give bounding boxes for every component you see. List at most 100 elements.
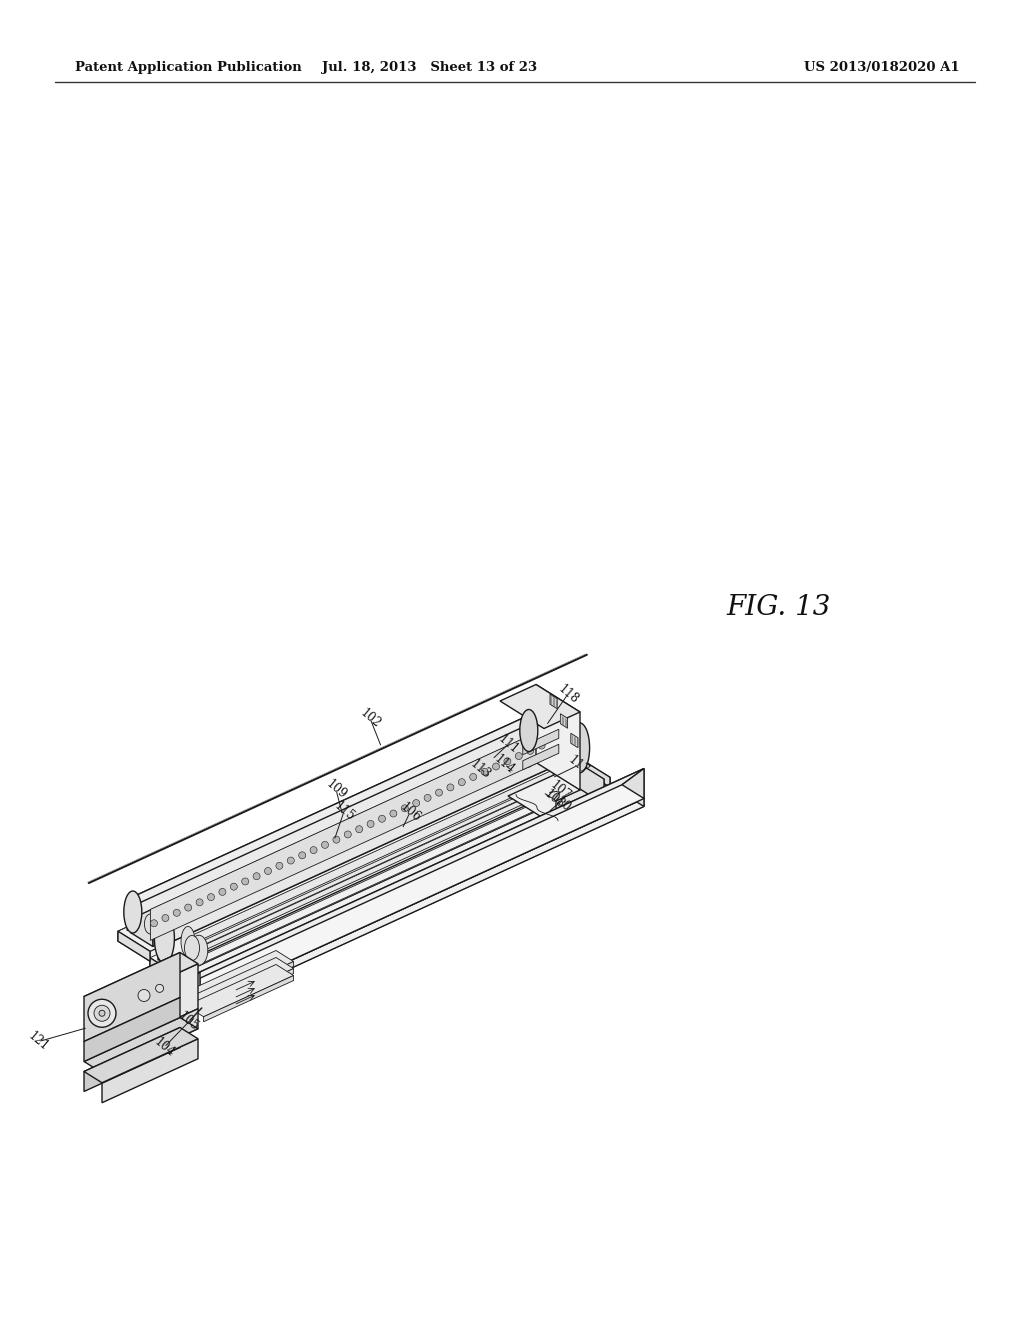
Polygon shape: [150, 770, 610, 985]
Polygon shape: [536, 685, 580, 789]
Polygon shape: [118, 746, 575, 961]
Polygon shape: [188, 1005, 193, 1011]
Polygon shape: [186, 1003, 190, 1010]
Polygon shape: [200, 799, 644, 1010]
Polygon shape: [127, 727, 523, 931]
Polygon shape: [178, 785, 644, 1002]
Polygon shape: [152, 755, 524, 933]
Polygon shape: [102, 1008, 198, 1073]
Ellipse shape: [184, 936, 200, 961]
Circle shape: [184, 904, 191, 911]
Text: 111: 111: [496, 733, 520, 756]
Polygon shape: [138, 734, 535, 937]
Polygon shape: [199, 796, 632, 995]
Polygon shape: [582, 760, 610, 787]
Polygon shape: [197, 779, 573, 952]
Polygon shape: [178, 972, 200, 1002]
Polygon shape: [204, 975, 294, 1022]
Polygon shape: [84, 953, 180, 1041]
Circle shape: [156, 985, 164, 993]
Polygon shape: [184, 768, 564, 944]
Circle shape: [242, 878, 249, 884]
Text: Jul. 18, 2013   Sheet 13 of 23: Jul. 18, 2013 Sheet 13 of 23: [323, 62, 538, 74]
Polygon shape: [148, 752, 524, 925]
Text: US 2013/0182020 A1: US 2013/0182020 A1: [805, 62, 961, 74]
Polygon shape: [118, 737, 544, 941]
Polygon shape: [204, 969, 294, 1015]
Circle shape: [379, 816, 385, 822]
Text: 106: 106: [397, 800, 423, 825]
Polygon shape: [178, 989, 200, 1010]
Polygon shape: [523, 744, 559, 770]
Ellipse shape: [144, 913, 157, 935]
Polygon shape: [131, 708, 545, 933]
Circle shape: [208, 894, 214, 900]
Text: 105: 105: [175, 1010, 201, 1034]
Circle shape: [299, 851, 306, 859]
Polygon shape: [150, 756, 575, 961]
Text: 110: 110: [547, 789, 572, 814]
Text: 108: 108: [542, 787, 566, 812]
Polygon shape: [550, 694, 557, 709]
Text: 117: 117: [565, 754, 591, 777]
Polygon shape: [186, 957, 294, 1010]
Circle shape: [367, 821, 374, 828]
Polygon shape: [118, 737, 575, 952]
Circle shape: [401, 805, 409, 812]
Polygon shape: [178, 768, 644, 989]
Polygon shape: [131, 898, 153, 946]
Text: 102: 102: [357, 706, 383, 730]
Ellipse shape: [520, 710, 538, 751]
Circle shape: [538, 742, 545, 750]
Polygon shape: [178, 793, 644, 1010]
Circle shape: [162, 915, 169, 921]
Circle shape: [88, 999, 116, 1027]
Circle shape: [355, 826, 362, 833]
Polygon shape: [190, 776, 566, 949]
Polygon shape: [500, 685, 580, 729]
Polygon shape: [158, 756, 529, 936]
Polygon shape: [84, 1027, 198, 1082]
Polygon shape: [508, 774, 604, 826]
Polygon shape: [118, 931, 150, 961]
Circle shape: [138, 990, 150, 1002]
Ellipse shape: [562, 764, 580, 795]
Polygon shape: [186, 950, 294, 1003]
Polygon shape: [127, 727, 535, 916]
Polygon shape: [178, 777, 610, 985]
Ellipse shape: [155, 913, 174, 964]
Circle shape: [288, 857, 294, 865]
Circle shape: [424, 795, 431, 801]
Polygon shape: [84, 1018, 198, 1073]
Text: 109: 109: [324, 777, 349, 801]
Polygon shape: [131, 708, 567, 912]
Circle shape: [459, 779, 465, 785]
Circle shape: [390, 810, 397, 817]
Circle shape: [470, 774, 477, 780]
Polygon shape: [153, 722, 567, 946]
Polygon shape: [556, 779, 604, 826]
Polygon shape: [84, 953, 198, 1007]
Circle shape: [493, 763, 500, 770]
Circle shape: [94, 1006, 110, 1022]
Circle shape: [435, 789, 442, 796]
Polygon shape: [193, 774, 564, 958]
Circle shape: [99, 1010, 105, 1016]
Circle shape: [230, 883, 238, 890]
Circle shape: [219, 888, 226, 895]
Polygon shape: [150, 760, 582, 968]
Circle shape: [173, 909, 180, 916]
Polygon shape: [570, 733, 578, 747]
Ellipse shape: [189, 936, 208, 965]
Text: 118: 118: [555, 682, 581, 706]
Circle shape: [515, 752, 522, 759]
Polygon shape: [102, 1039, 198, 1102]
Polygon shape: [155, 755, 529, 928]
Text: 113: 113: [467, 756, 493, 781]
Polygon shape: [523, 729, 559, 755]
Ellipse shape: [553, 756, 567, 785]
Polygon shape: [158, 744, 586, 942]
Polygon shape: [545, 708, 567, 756]
Text: Patent Application Publication: Patent Application Publication: [75, 62, 302, 74]
Text: 115: 115: [332, 800, 356, 824]
